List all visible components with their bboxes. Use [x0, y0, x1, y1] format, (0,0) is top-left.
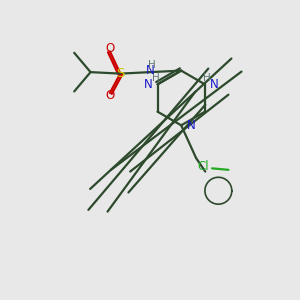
Text: Cl: Cl: [197, 160, 209, 173]
Text: O: O: [105, 42, 115, 55]
Text: O: O: [105, 89, 115, 102]
Text: N: N: [146, 64, 154, 77]
Text: S: S: [116, 67, 124, 80]
Text: N: N: [210, 78, 219, 91]
Text: N: N: [143, 78, 152, 91]
Text: H: H: [148, 60, 155, 70]
Text: H: H: [202, 73, 210, 83]
Text: H: H: [152, 73, 160, 83]
Text: N: N: [187, 119, 196, 132]
